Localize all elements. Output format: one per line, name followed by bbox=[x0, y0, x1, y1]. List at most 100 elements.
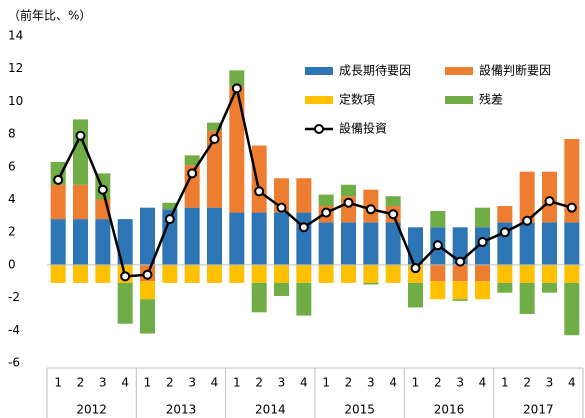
y-tick-label: 6 bbox=[8, 159, 16, 173]
x-tick-label: 1 bbox=[54, 376, 62, 390]
bar bbox=[117, 219, 133, 265]
line-marker bbox=[499, 227, 510, 238]
year-label: 2016 bbox=[434, 403, 465, 417]
line-marker bbox=[120, 271, 131, 282]
bar bbox=[95, 219, 111, 265]
y-tick-label: 12 bbox=[8, 61, 23, 75]
x-tick-label: 3 bbox=[367, 376, 375, 390]
bar bbox=[251, 212, 267, 265]
y-tick-label: 14 bbox=[8, 29, 23, 43]
bar bbox=[564, 139, 580, 223]
year-label: 2012 bbox=[76, 403, 107, 417]
x-tick-label: 1 bbox=[233, 376, 241, 390]
bar bbox=[452, 264, 468, 282]
bar bbox=[363, 282, 379, 285]
y-tick-label: 2 bbox=[8, 225, 16, 239]
bar bbox=[519, 171, 535, 223]
y-tick-label: 4 bbox=[8, 192, 16, 206]
line-marker bbox=[164, 214, 175, 225]
bar bbox=[519, 222, 535, 265]
bar bbox=[296, 212, 312, 265]
bar bbox=[341, 184, 356, 197]
bar bbox=[385, 196, 401, 207]
bar bbox=[408, 227, 423, 265]
bar bbox=[564, 282, 580, 336]
line-marker bbox=[254, 186, 265, 197]
line-marker bbox=[97, 184, 108, 195]
line-marker bbox=[522, 215, 533, 226]
bar bbox=[162, 209, 178, 265]
bar bbox=[184, 155, 200, 166]
bar bbox=[497, 264, 513, 283]
y-tick-label: -2 bbox=[8, 290, 20, 304]
bar bbox=[318, 194, 334, 207]
x-tick-label: 2 bbox=[345, 376, 353, 390]
x-tick-label: 1 bbox=[322, 376, 330, 390]
bar bbox=[229, 212, 245, 265]
legend-label: 設備投資 bbox=[339, 121, 387, 136]
bar bbox=[452, 299, 468, 301]
line-marker bbox=[410, 263, 421, 274]
bar bbox=[296, 264, 312, 283]
x-tick-label: 3 bbox=[278, 376, 286, 390]
line-marker bbox=[276, 202, 287, 213]
bar bbox=[117, 282, 133, 324]
y-tick-label: -6 bbox=[8, 356, 20, 370]
bar bbox=[385, 222, 401, 265]
bar bbox=[73, 264, 88, 283]
bar bbox=[184, 264, 200, 283]
y-tick-label: -4 bbox=[8, 323, 20, 337]
x-tick-label: 4 bbox=[211, 376, 219, 390]
bar bbox=[385, 264, 401, 283]
line-marker bbox=[388, 209, 399, 220]
bar bbox=[363, 222, 379, 265]
bar bbox=[207, 130, 222, 208]
x-tick-label: 1 bbox=[501, 376, 509, 390]
x-tick-label: 4 bbox=[121, 376, 129, 390]
line-marker bbox=[231, 83, 242, 94]
legend-label: 設備判断要因 bbox=[479, 63, 551, 78]
bar bbox=[497, 206, 513, 223]
bar bbox=[229, 86, 245, 213]
bar bbox=[542, 222, 557, 265]
bar bbox=[475, 281, 490, 300]
y-tick-label: 8 bbox=[8, 127, 16, 141]
legend-marker bbox=[314, 124, 324, 134]
bar bbox=[251, 264, 267, 283]
bar bbox=[207, 122, 222, 131]
line-marker bbox=[544, 196, 555, 207]
x-tick-label: 3 bbox=[188, 376, 196, 390]
line-marker bbox=[209, 134, 220, 145]
line-marker bbox=[298, 222, 309, 233]
bar bbox=[318, 222, 334, 265]
bar bbox=[162, 264, 178, 283]
legend-label: 定数項 bbox=[339, 92, 375, 107]
bar bbox=[274, 264, 289, 283]
bar bbox=[229, 70, 245, 87]
x-tick-label: 3 bbox=[546, 376, 554, 390]
bar bbox=[73, 219, 88, 265]
line-marker bbox=[321, 207, 332, 218]
bar bbox=[140, 207, 155, 265]
bar bbox=[430, 264, 446, 282]
y-axis-title: （前年比、%） bbox=[8, 8, 91, 23]
bar bbox=[564, 264, 580, 283]
line-marker bbox=[75, 130, 86, 141]
bar bbox=[318, 264, 334, 283]
bar bbox=[229, 264, 245, 283]
x-tick-label: 2 bbox=[77, 376, 85, 390]
bar bbox=[430, 281, 446, 300]
y-tick-label: 0 bbox=[8, 257, 16, 271]
bar bbox=[475, 264, 490, 282]
line-marker bbox=[566, 202, 577, 213]
line-marker bbox=[365, 204, 376, 215]
bar bbox=[95, 264, 111, 283]
line-marker bbox=[477, 237, 488, 248]
bar bbox=[519, 264, 535, 283]
x-tick-label: 4 bbox=[479, 376, 487, 390]
x-tick-label: 3 bbox=[456, 376, 464, 390]
x-tick-label: 3 bbox=[99, 376, 107, 390]
bar bbox=[452, 281, 468, 300]
bar bbox=[184, 207, 200, 265]
bar bbox=[50, 219, 66, 265]
